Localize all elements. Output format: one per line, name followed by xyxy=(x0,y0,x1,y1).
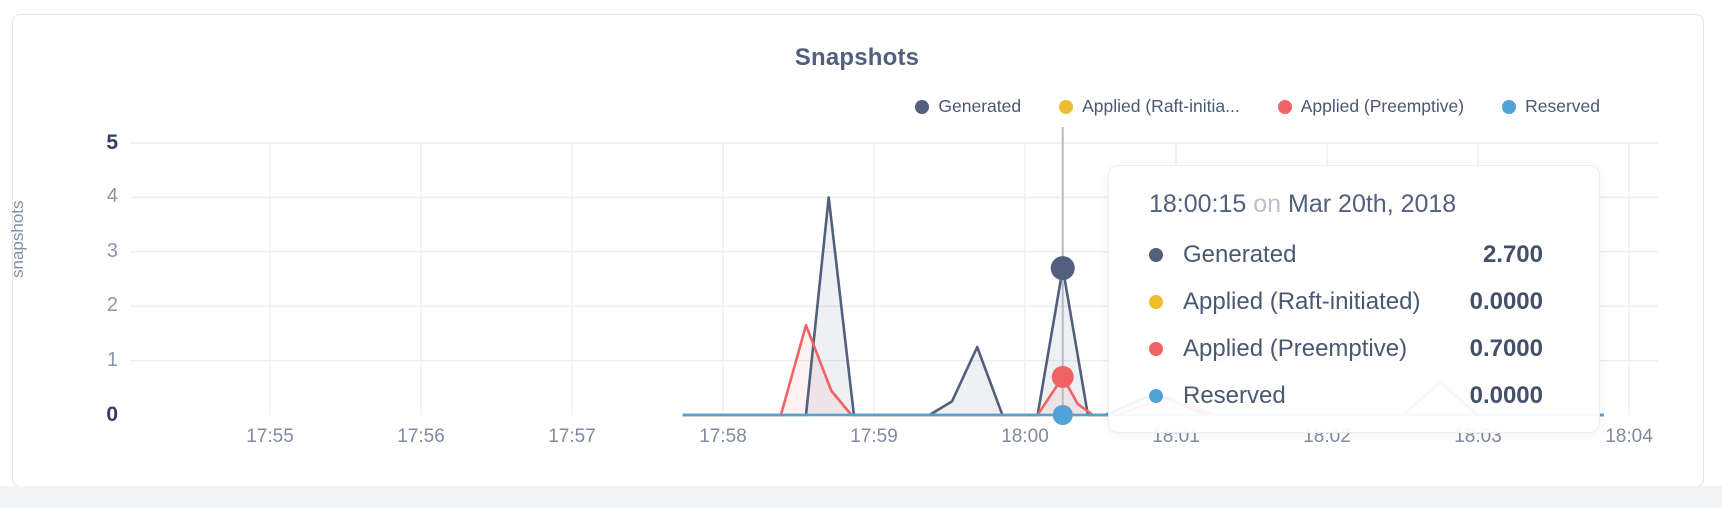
tooltip-series-value: 0.7000 xyxy=(1469,334,1543,362)
y-tick-label: 0 xyxy=(106,403,118,426)
tooltip-series-label: Applied (Preemptive) xyxy=(1183,334,1408,362)
tooltip-row: Applied (Preemptive) 0.7000 xyxy=(1149,325,1543,372)
tooltip-rows: Generated 2.700 Applied (Raft-initiated) 0.… xyxy=(1149,231,1543,419)
series-dot-icon xyxy=(1149,341,1163,356)
tooltip-row: Applied (Raft-initiated) 0.0000 xyxy=(1149,278,1543,325)
chart-title: Snapshots xyxy=(794,44,920,71)
series-dot-icon xyxy=(1149,247,1163,262)
series-dot-icon xyxy=(1149,294,1163,309)
tooltip-series-label: Generated xyxy=(1183,240,1297,268)
y-tick-label: 4 xyxy=(106,185,118,208)
x-tick-label: 17:56 xyxy=(397,426,445,447)
legend-label: Reserved xyxy=(1525,96,1600,116)
page-background-strip xyxy=(0,486,1722,508)
legend-item-2[interactable]: Applied (Raft-initia... xyxy=(1059,96,1240,117)
tooltip-date: Mar 20th, 2018 xyxy=(1288,190,1457,218)
x-tick-label: 18:00 xyxy=(1001,426,1049,447)
hover-tooltip: 18:00:15 on Mar 20th, 2018 Generated 2.70… xyxy=(1108,165,1600,433)
y-tick-label: 5 xyxy=(106,131,118,154)
tooltip-row: Generated 2.700 xyxy=(1149,231,1543,278)
legend-item-1[interactable]: Generated xyxy=(915,96,1021,117)
tooltip-series-label: Reserved xyxy=(1183,381,1286,409)
tooltip-series-label: Applied (Raft-initiated) xyxy=(1183,287,1421,315)
x-tick-label: 17:58 xyxy=(699,426,747,447)
hover-marker xyxy=(1050,256,1075,281)
series-dot-icon xyxy=(1149,388,1163,403)
legend-dot-icon xyxy=(1502,99,1517,114)
legend-dot-icon xyxy=(1277,99,1292,114)
tooltip-series-value: 0.0000 xyxy=(1469,287,1543,315)
tooltip-conjunction: on xyxy=(1253,190,1282,218)
legend-dot-icon xyxy=(1059,99,1074,114)
x-tick-label: 17:55 xyxy=(246,426,294,447)
y-tick-label: 1 xyxy=(106,348,118,371)
legend-label: Generated xyxy=(938,96,1022,116)
x-tick-label: 18:04 xyxy=(1605,426,1653,447)
legend-dot-icon xyxy=(915,99,930,114)
tooltip-row: Reserved 0.0000 xyxy=(1149,372,1543,419)
legend-label: Applied (Raft-initia... xyxy=(1082,96,1240,116)
legend-item-4[interactable]: Reserved xyxy=(1502,96,1600,117)
x-tick-label: 17:59 xyxy=(850,426,898,447)
hover-marker xyxy=(1052,405,1073,425)
tooltip-time: 18:00:15 xyxy=(1149,190,1247,218)
chart-legend: Generated Applied (Raft-initia... Applied … xyxy=(915,96,1600,117)
y-tick-label: 2 xyxy=(106,294,118,317)
legend-item-3[interactable]: Applied (Preemptive) xyxy=(1277,96,1465,117)
y-tick-label: 3 xyxy=(106,239,118,262)
legend-label: Applied (Preemptive) xyxy=(1300,96,1465,116)
tooltip-series-value: 2.700 xyxy=(1482,240,1543,268)
tooltip-series-value: 0.0000 xyxy=(1469,381,1543,409)
tooltip-header: 18:00:15 on Mar 20th, 2018 xyxy=(1149,190,1543,219)
hover-marker xyxy=(1051,365,1074,388)
x-tick-label: 17:57 xyxy=(548,426,596,447)
